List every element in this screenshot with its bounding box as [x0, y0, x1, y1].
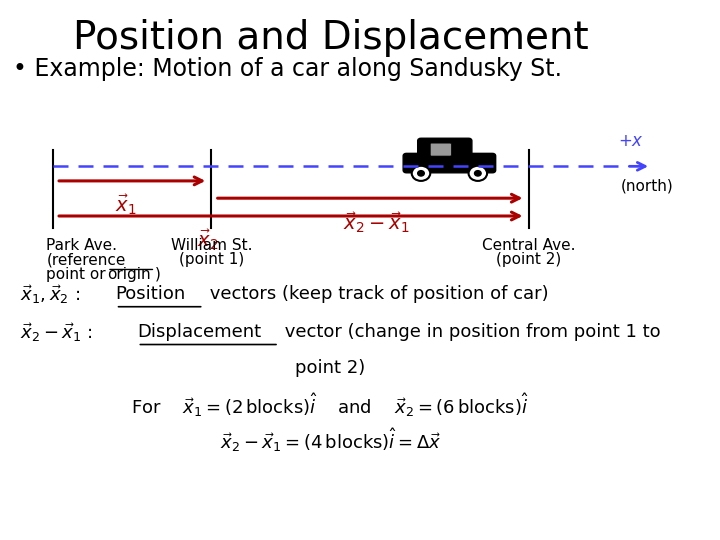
Text: For    $\vec{x}_1 = (2\,\mathrm{blocks})\hat{i}$    and    $\vec{x}_2 = (6\,\mat: For $\vec{x}_1 = (2\,\mathrm{blocks})\ha… [131, 391, 529, 419]
Text: $\vec{x}_1$: $\vec{x}_1$ [114, 193, 136, 217]
Text: $\vec{x}_1, \vec{x}_2$ :: $\vec{x}_1, \vec{x}_2$ : [20, 283, 82, 306]
Text: (point 2): (point 2) [496, 252, 562, 267]
Circle shape [418, 171, 424, 176]
Text: Central Ave.: Central Ave. [482, 238, 575, 253]
Circle shape [474, 171, 481, 176]
Text: $\vec{x}_2 - \vec{x}_1 = (4\,\mathrm{blocks})\hat{i} = \Delta\vec{x}$: $\vec{x}_2 - \vec{x}_1 = (4\,\mathrm{blo… [220, 426, 441, 454]
Text: Displacement: Displacement [138, 323, 261, 341]
FancyBboxPatch shape [403, 153, 495, 173]
Text: (north): (north) [621, 178, 674, 193]
Text: $\vec{x}_2$: $\vec{x}_2$ [197, 228, 219, 252]
Text: point 2): point 2) [295, 359, 366, 377]
Text: Park Ave.: Park Ave. [46, 238, 117, 253]
Text: $\vec{x}_2 - \vec{x}_1$ :: $\vec{x}_2 - \vec{x}_1$ : [20, 321, 95, 343]
Text: William St.: William St. [171, 238, 252, 253]
Text: Position and Displacement: Position and Displacement [73, 19, 588, 57]
Text: $\vec{x}_2 - \vec{x}_1$: $\vec{x}_2 - \vec{x}_1$ [343, 210, 410, 234]
Text: (point 1): (point 1) [179, 252, 244, 267]
Text: $+x$: $+x$ [618, 132, 644, 150]
Text: origin: origin [107, 267, 150, 282]
FancyBboxPatch shape [431, 143, 451, 156]
Text: (reference: (reference [46, 252, 125, 267]
Circle shape [412, 166, 431, 181]
Text: ): ) [156, 267, 161, 282]
Text: vector (change in position from point 1 to: vector (change in position from point 1 … [279, 323, 660, 341]
Text: Position: Position [116, 285, 186, 303]
FancyBboxPatch shape [418, 138, 472, 160]
Text: vectors (keep track of position of car): vectors (keep track of position of car) [204, 285, 548, 303]
Circle shape [469, 166, 487, 181]
Text: • Example: Motion of a car along Sandusky St.: • Example: Motion of a car along Sandusk… [13, 57, 562, 80]
Text: point or: point or [46, 267, 111, 282]
